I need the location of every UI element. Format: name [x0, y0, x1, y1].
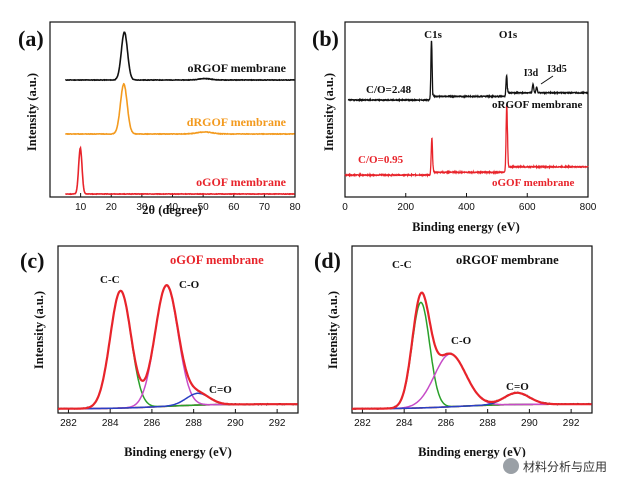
- series-line-ogof: [344, 104, 589, 178]
- panel-c: (c) 282 284 286 288 290 292 Binding energy (e…: [20, 245, 299, 459]
- series-line-orgof: [65, 31, 295, 82]
- panel-b-label: (b): [312, 26, 339, 51]
- legend-ogof: oGOF membrane: [196, 175, 287, 189]
- panel-c-component-co: [58, 284, 298, 410]
- panel-c-xtick-label: 282: [60, 418, 77, 429]
- panel-d-xtick-label: 288: [479, 418, 496, 429]
- panel-c-label: (c): [20, 248, 44, 273]
- panel-c-ylabel: Intensity (a.u.): [32, 291, 46, 369]
- peak-label-o1s: O1s: [499, 29, 518, 41]
- panel-d-xlabel: Binding energy (eV): [418, 445, 526, 459]
- panel-c-envelope-line: [58, 284, 298, 410]
- panel-d-frame: [351, 245, 593, 414]
- panel-d: (d) 282 284 286 288 290 292 Binding energy (e…: [314, 245, 593, 459]
- series-line-orgof: [347, 40, 589, 103]
- series-line-drgof: [65, 82, 295, 136]
- peak-label-c1s: C1s: [424, 29, 442, 41]
- panel-a-xtick-label: 40: [167, 202, 179, 213]
- label-d-cc: C-C: [392, 259, 412, 271]
- label-d-cdo: C=O: [506, 381, 529, 393]
- legend-b-ogof: oGOF membrane: [492, 177, 574, 189]
- panel-d-label: (d): [314, 248, 341, 273]
- panel-c-xtick-label: 286: [144, 418, 161, 429]
- panel-a-xtick-label: 10: [75, 202, 87, 213]
- panel-a-ylabel: Intensity (a.u.): [25, 73, 39, 151]
- panel-a-xtick-label: 20: [106, 202, 118, 213]
- panel-d-xtick-label: 286: [438, 418, 455, 429]
- i3d5-arrow: [540, 75, 554, 85]
- panel-a-xtick-label: 50: [198, 202, 210, 213]
- legend-b-orgof: oRGOF membrane: [492, 99, 582, 111]
- panel-b-xtick-label: 200: [397, 202, 414, 213]
- panel-b-xtick-label: 800: [580, 202, 597, 213]
- panel-b: (b) 0 200 400 600 800 Binding energy (eV) In…: [312, 21, 597, 234]
- panel-d-xtick-label: 282: [354, 418, 371, 429]
- wechat-logo-icon: [502, 458, 519, 474]
- panel-a-xtick-label: 60: [228, 202, 240, 213]
- panel-c-experimental-line: [57, 284, 298, 410]
- panel-c-frame: [57, 245, 299, 414]
- watermark-text: 材料分析与应用: [522, 459, 607, 474]
- panel-d-component-cc: [352, 301, 592, 410]
- label-d-co: C-O: [451, 335, 472, 347]
- panel-b-xlabel: Binding energy (eV): [412, 220, 520, 234]
- panel-d-xtick-label: 292: [563, 418, 580, 429]
- panel-c-xtick-label: 290: [227, 418, 244, 429]
- panel-c-xtick-label: 284: [102, 418, 119, 429]
- panel-d-component-cdo: [352, 392, 592, 410]
- panel-b-ylabel: Intensity (a.u.): [322, 73, 336, 151]
- panel-c-component-cc: [58, 289, 298, 410]
- panel-b-xtick-label: 0: [342, 202, 348, 213]
- panel-d-component-co: [352, 353, 592, 410]
- ratio-label-ogof: C/O=0.95: [358, 154, 404, 166]
- panel-a-frame: [49, 21, 296, 198]
- panel-b-xtick-label: 400: [458, 202, 475, 213]
- panel-a-label: (a): [18, 26, 44, 51]
- panel-d-experimental-line: [351, 292, 592, 410]
- peak-label-i3d5: I3d5: [547, 64, 566, 75]
- panel-d-envelope-line: [352, 291, 592, 410]
- panel-d-xtick-label: 284: [396, 418, 413, 429]
- panel-c-xtick-label: 288: [185, 418, 202, 429]
- panel-d-xtick-label: 290: [521, 418, 538, 429]
- panel-c-title: oGOF membrane: [170, 253, 264, 267]
- legend-drgof: dRGOF membrane: [187, 115, 287, 129]
- panel-a-xtick-label: 80: [289, 202, 301, 213]
- panel-c-xlabel: Binding energy (eV): [124, 445, 232, 459]
- ratio-label-orgof: C/O=2.48: [366, 84, 412, 96]
- label-c-cc: C-C: [100, 274, 120, 286]
- label-c-cdo: C=O: [209, 384, 232, 396]
- peak-label-i3d: I3d: [524, 68, 539, 79]
- watermark: 材料分析与应用: [498, 457, 611, 475]
- panel-d-title: oRGOF membrane: [456, 253, 559, 267]
- series-line-ogof: [65, 145, 295, 196]
- legend-orgof: oRGOF membrane: [187, 61, 286, 75]
- panel-a: (a) 10 20 30 40 50 60 70 80 2θ (degree) Intensi…: [18, 21, 301, 217]
- panel-c-xtick-label: 292: [269, 418, 286, 429]
- label-c-co: C-O: [179, 279, 200, 291]
- panel-d-ylabel: Intensity (a.u.): [326, 291, 340, 369]
- panel-b-xtick-label: 600: [519, 202, 536, 213]
- panel-a-xtick-label: 30: [136, 202, 148, 213]
- panel-a-xtick-label: 70: [259, 202, 271, 213]
- panel-a-xlabel: 2θ (degree): [142, 203, 201, 217]
